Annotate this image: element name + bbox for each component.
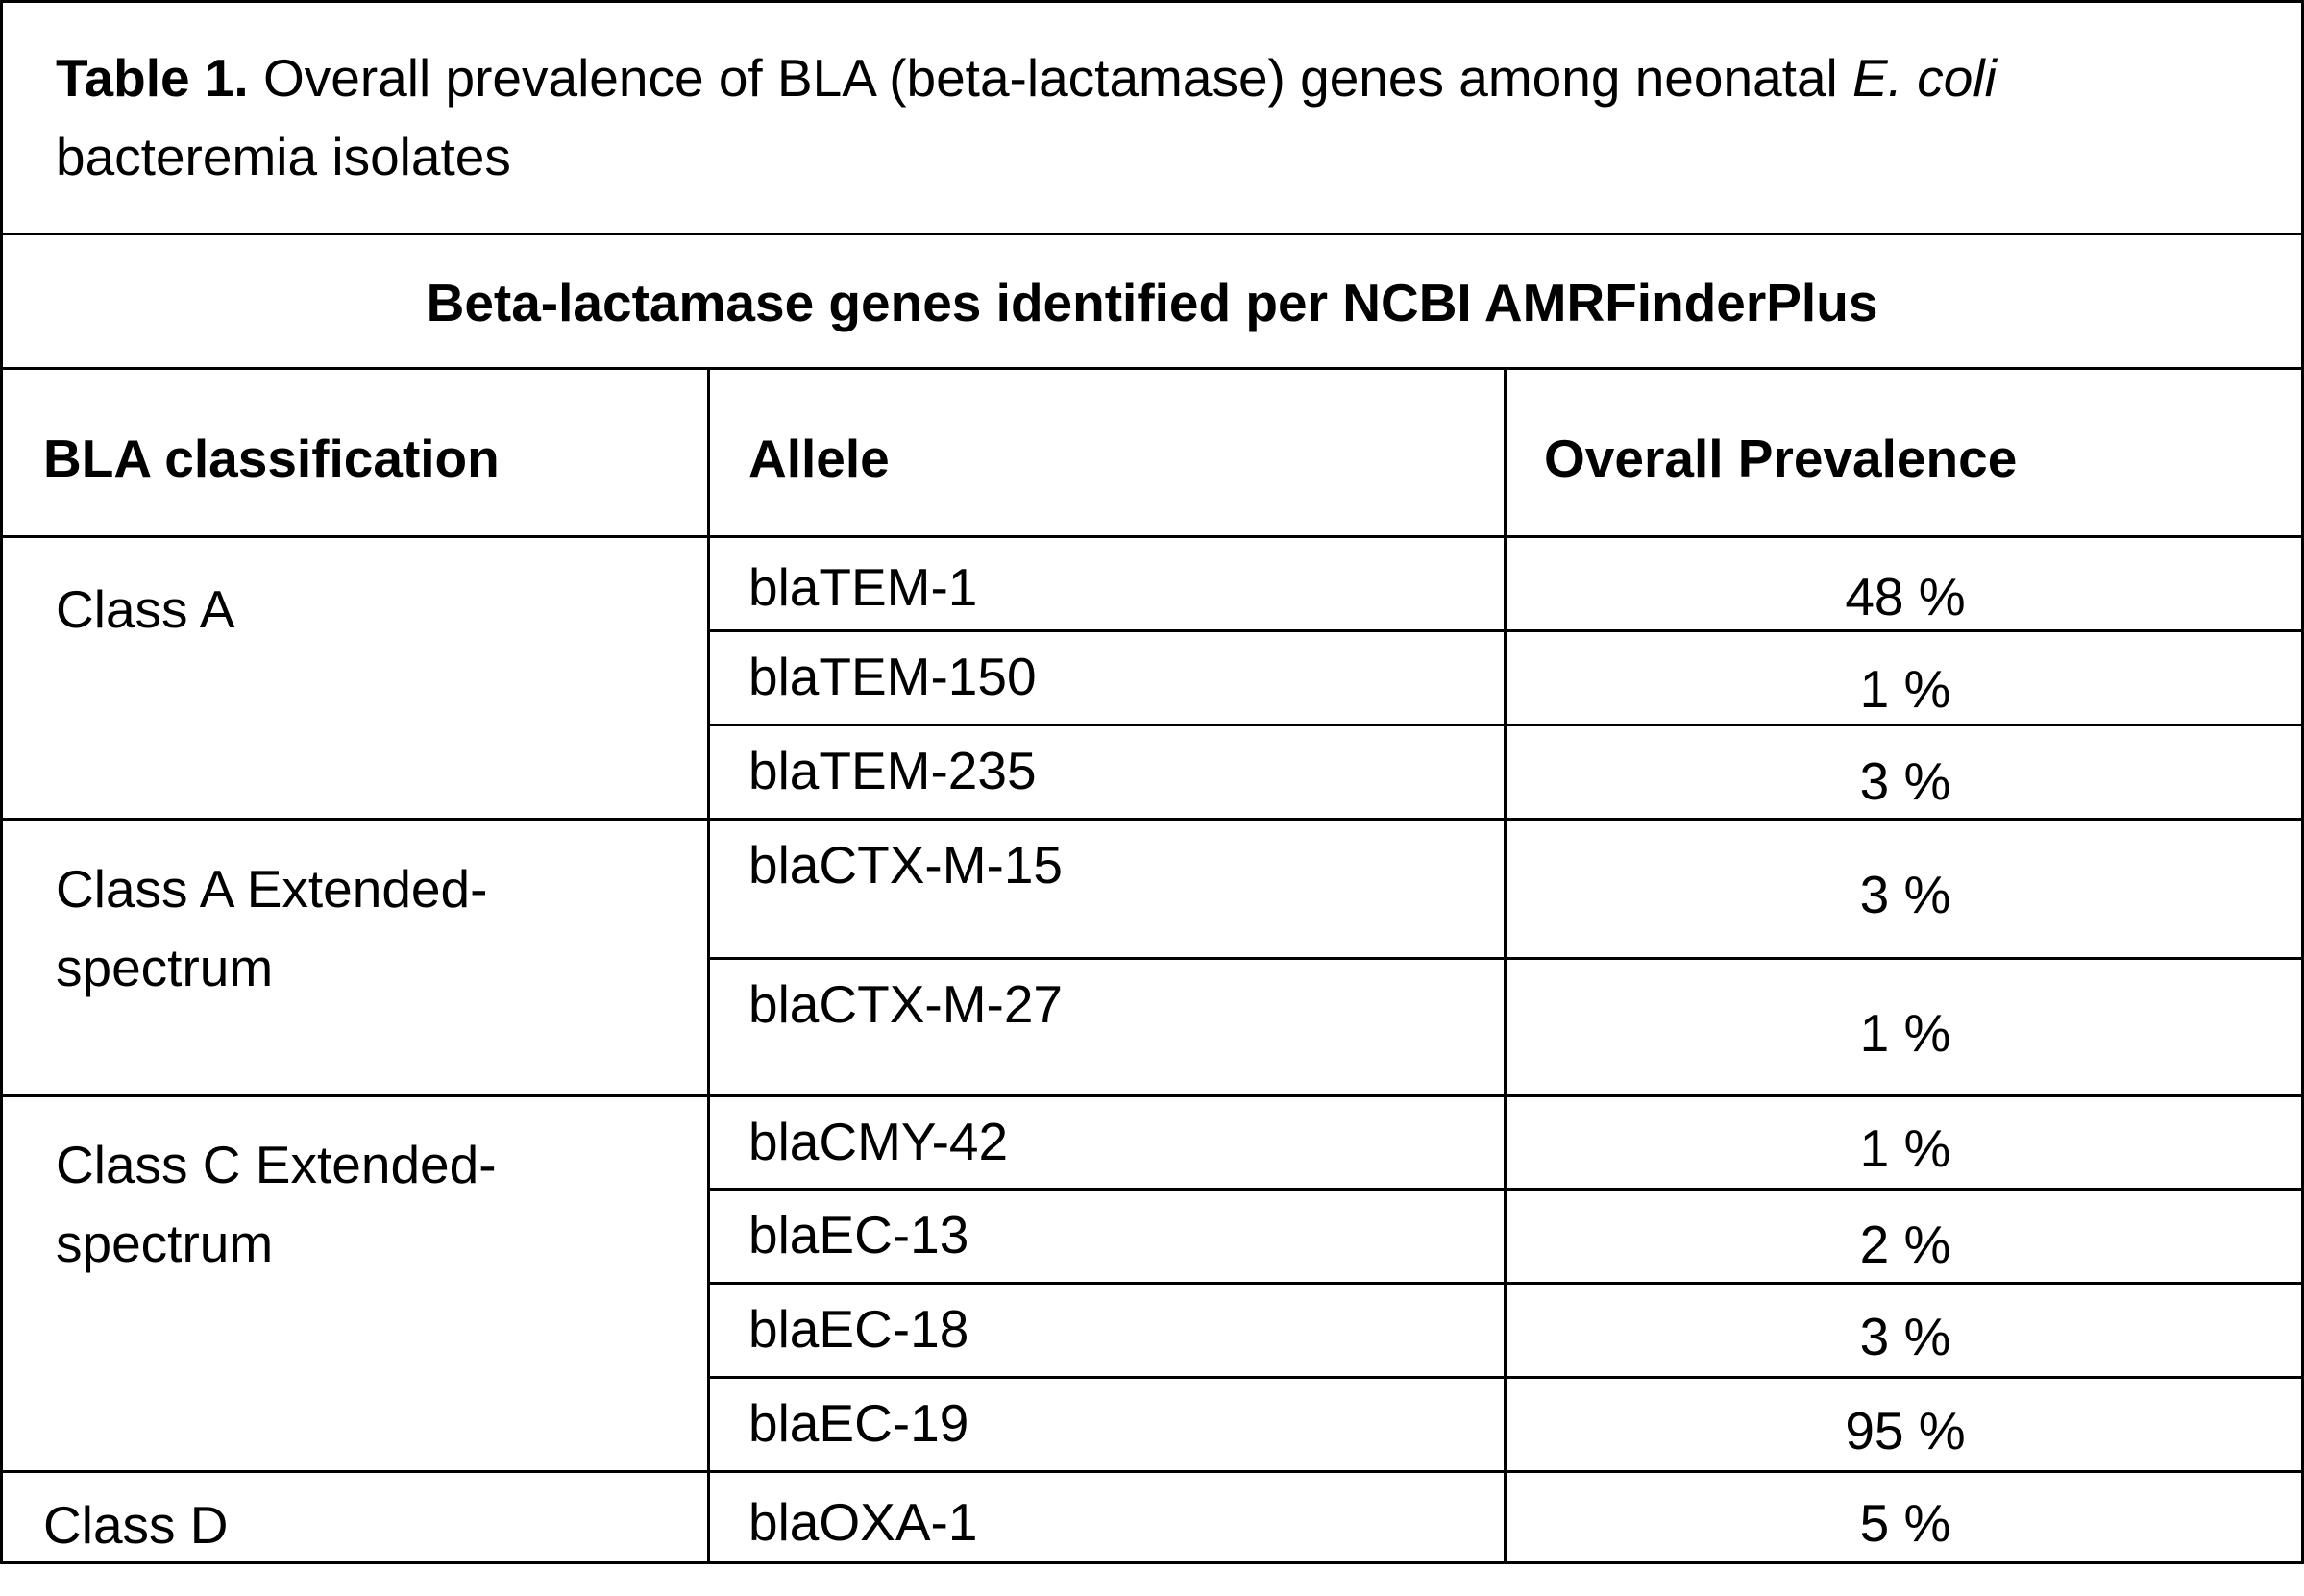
allele-cell: blaTEM-1: [748, 557, 978, 617]
prevalence-cell: 5 %: [1859, 1493, 1951, 1553]
divider: [0, 367, 2304, 370]
prevalence-cell: 1 %: [1859, 1003, 1951, 1063]
allele-cell: blaEC-13: [748, 1205, 969, 1265]
caption-text: Overall prevalence of BLA (beta-lactamas…: [248, 48, 1853, 108]
divider: [707, 367, 710, 1563]
prevalence-cell: 3 %: [1859, 1307, 1951, 1366]
allele-cell: blaEC-18: [748, 1299, 969, 1359]
allele-cell: blaCMY-42: [748, 1112, 1009, 1171]
classification-cell: Class A: [56, 579, 235, 639]
caption-label: Table 1.: [56, 48, 249, 108]
prevalence-cell: 3 %: [1859, 865, 1951, 924]
table-caption: Table 1. Overall prevalence of BLA (beta…: [56, 38, 2256, 196]
divider: [0, 1470, 2304, 1473]
prevalence-cell: 1 %: [1859, 659, 1951, 719]
divider: [0, 818, 2304, 821]
divider: [709, 629, 2304, 632]
divider: [709, 957, 2304, 960]
divider: [709, 1188, 2304, 1191]
allele-cell: blaEC-19: [748, 1393, 969, 1453]
caption-italic: E. coli: [1852, 48, 1997, 108]
prevalence-cell: 2 %: [1859, 1215, 1951, 1274]
prevalence-cell: 95 %: [1845, 1401, 1966, 1461]
allele-cell: blaTEM-150: [748, 647, 1037, 706]
divider: [709, 1376, 2304, 1379]
divider: [1504, 367, 1507, 1563]
allele-cell: blaTEM-235: [748, 741, 1037, 800]
prevalence-cell: 1 %: [1859, 1118, 1951, 1178]
divider: [0, 535, 2304, 538]
table-frame: [0, 0, 2304, 1564]
divider: [0, 233, 2304, 235]
classification-cell: Class C Extended-spectrum: [56, 1135, 497, 1273]
allele-cell: blaOXA-1: [748, 1492, 978, 1552]
caption-text-end: bacteremia isolates: [56, 127, 511, 186]
divider: [0, 1094, 2304, 1097]
table-title: Beta-lactamase genes identified per NCBI…: [426, 273, 1878, 332]
header-classification: BLA classification: [43, 429, 500, 488]
prevalence-cell: 3 %: [1859, 751, 1951, 811]
divider: [709, 1282, 2304, 1285]
divider: [709, 724, 2304, 726]
allele-cell: blaCTX-M-27: [748, 974, 1064, 1034]
classification-cell: Class D: [43, 1495, 229, 1555]
prevalence-cell: 48 %: [1845, 567, 1966, 626]
header-allele: Allele: [748, 429, 890, 488]
header-prevalence: Overall Prevalence: [1544, 429, 2018, 488]
allele-cell: blaCTX-M-15: [748, 835, 1064, 895]
classification-cell: Class A Extended-spectrum: [56, 859, 488, 997]
